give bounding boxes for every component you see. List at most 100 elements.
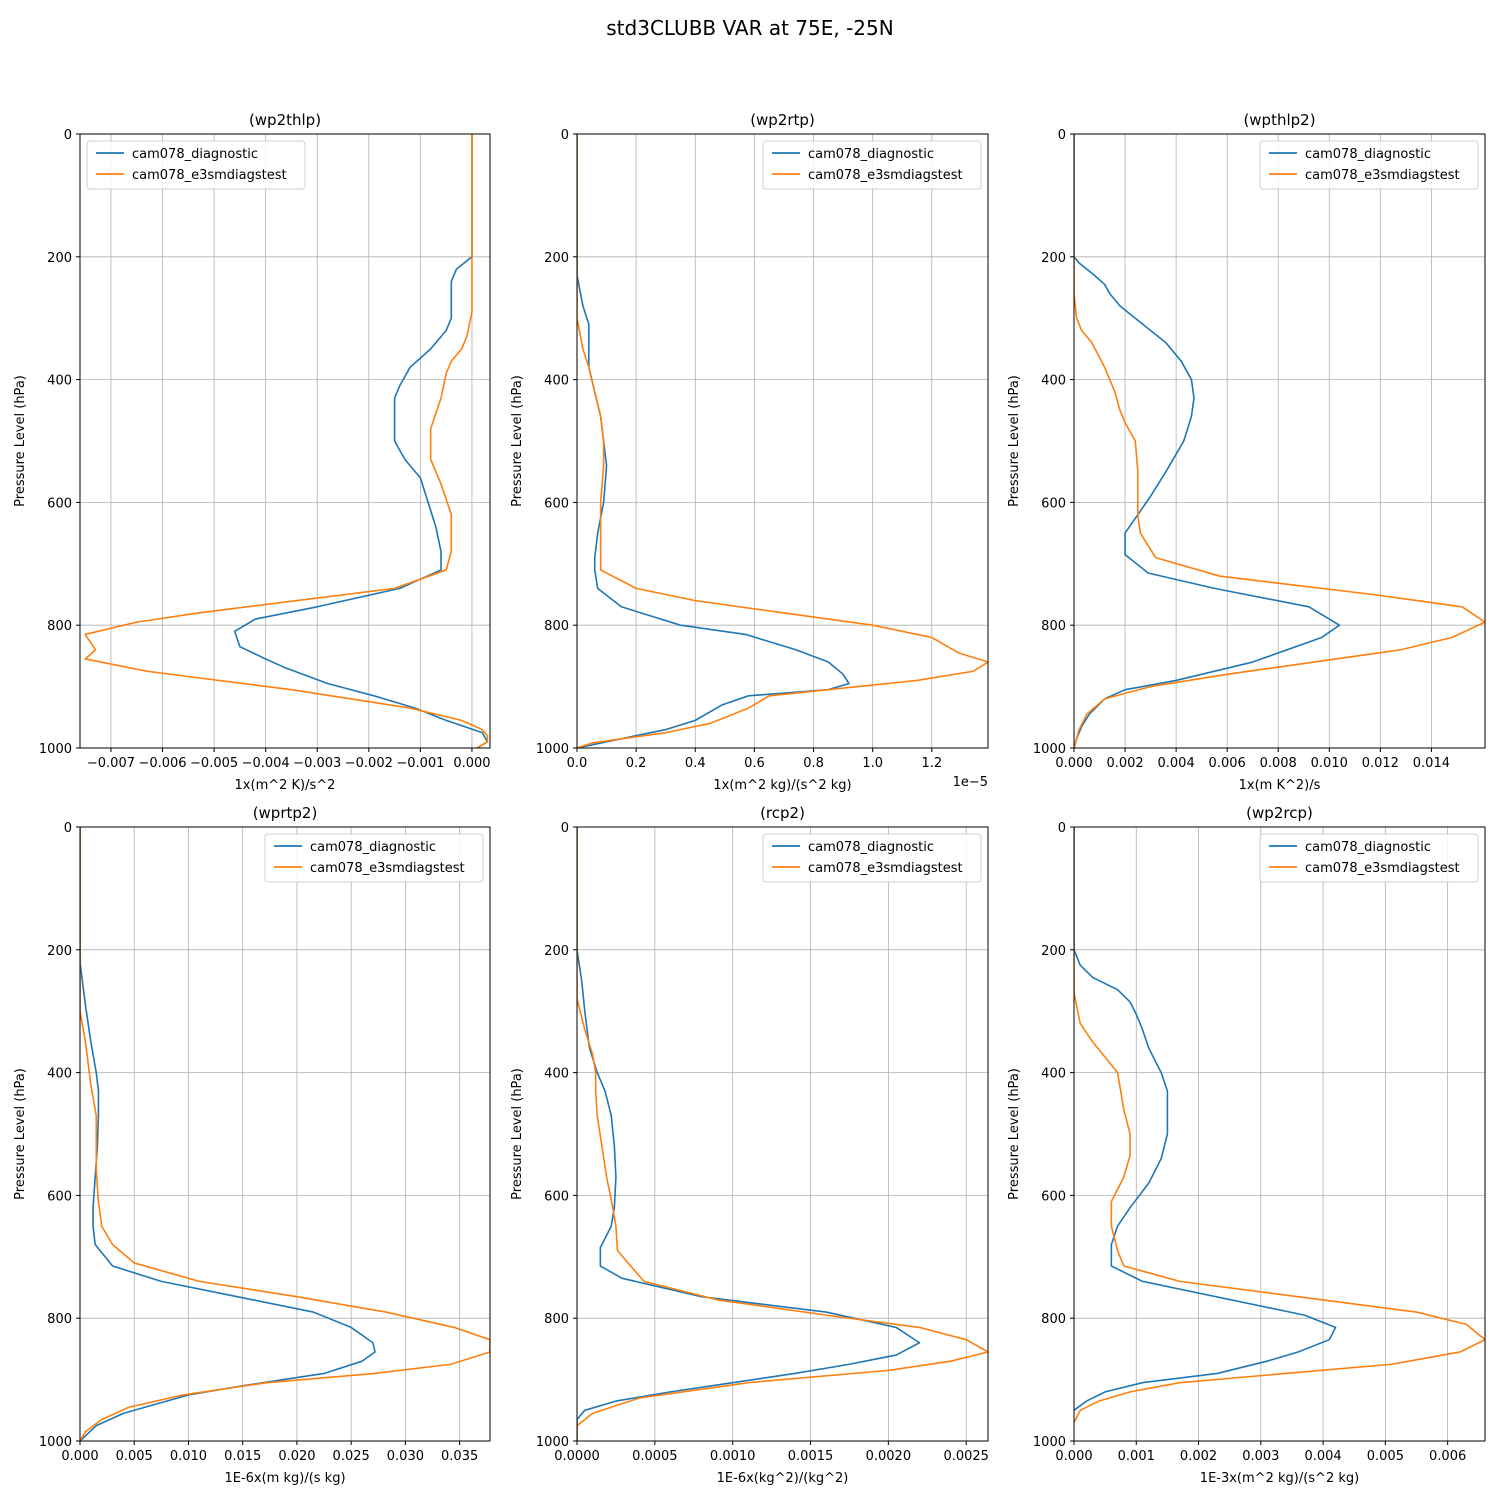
x-tick-label: 0.0025 <box>943 1449 989 1464</box>
x-tick-label: 0.006 <box>1429 1449 1466 1464</box>
x-tick-label: −0.004 <box>242 756 290 771</box>
subplot-title: (wp2rcp) <box>1246 804 1313 822</box>
x-tick-label: 0.6 <box>744 756 765 771</box>
legend-label-2: cam078_e3smdiagstest <box>310 861 465 876</box>
y-tick-label: 200 <box>544 944 569 959</box>
x-tick-label: 1.0 <box>862 756 883 771</box>
y-tick-label: 400 <box>1041 1067 1066 1082</box>
x-tick-label: −0.003 <box>293 756 341 771</box>
x-tick-label: 0.4 <box>685 756 706 771</box>
series-line-2 <box>577 827 988 1441</box>
y-axis-label: Pressure Level (hPa) <box>510 375 525 507</box>
plot-area <box>577 134 988 748</box>
legend: cam078_diagnostic cam078_e3smdiagstest <box>1259 140 1479 190</box>
series-line-2 <box>1074 827 1485 1423</box>
x-tick-label: 0.030 <box>387 1449 424 1464</box>
y-axis-label: Pressure Level (hPa) <box>13 1068 28 1200</box>
legend-label-1: cam078_diagnostic <box>808 147 934 162</box>
y-tick-label: 1000 <box>536 742 569 757</box>
x-tick-label: 0.002 <box>1180 1449 1217 1464</box>
x-tick-label: 0.000 <box>453 756 490 771</box>
plot-frame <box>79 133 491 749</box>
plot-frame <box>576 133 989 749</box>
subplot-title: (wpthlp2) <box>1243 111 1315 129</box>
x-tick-label: −0.002 <box>345 756 393 771</box>
legend-label-1: cam078_diagnostic <box>1305 147 1431 162</box>
x-tick-label: 0.004 <box>1304 1449 1341 1464</box>
y-tick-label: 1000 <box>1033 1435 1066 1450</box>
x-tick-label: 0.006 <box>1209 756 1246 771</box>
y-tick-label: 1000 <box>39 1435 72 1450</box>
subplot-6: 0.000 0.001 0.002 0.003 0.004 0.005 0.006 0 200 4… <box>1007 804 1486 1486</box>
y-axis-label: Pressure Level (hPa) <box>510 1068 525 1200</box>
series-line-2 <box>577 134 988 748</box>
legend-label-1: cam078_diagnostic <box>808 840 934 855</box>
plot-area <box>1074 827 1485 1441</box>
plot-area <box>577 827 988 1441</box>
x-tick-label: 0.010 <box>170 1449 207 1464</box>
y-tick-label: 400 <box>1041 374 1066 389</box>
x-tick-label: −0.001 <box>396 756 444 771</box>
x-tick-label: 0.0015 <box>788 1449 834 1464</box>
y-tick-label: 1000 <box>536 1435 569 1450</box>
y-tick-label: 200 <box>544 251 569 266</box>
legend-box <box>264 833 484 883</box>
legend-box <box>762 833 982 883</box>
x-tick-label: 0.025 <box>333 1449 370 1464</box>
legend-box <box>86 140 306 190</box>
y-tick-label: 0 <box>561 821 569 836</box>
x-axis-label: 1x(m K^2)/s <box>1239 778 1321 793</box>
subplot-title: (wp2thlp) <box>249 111 321 129</box>
y-axis-label: Pressure Level (hPa) <box>1007 1068 1022 1200</box>
y-tick-label: 600 <box>544 1189 569 1204</box>
legend: cam078_diagnostic cam078_e3smdiagstest <box>762 140 982 190</box>
x-tick-label: 0.8 <box>803 756 824 771</box>
x-tick-label: 0.035 <box>441 1449 478 1464</box>
y-tick-label: 400 <box>544 1067 569 1082</box>
series-line-1 <box>1074 134 1341 748</box>
subplot-title: (wprtp2) <box>253 804 318 822</box>
y-tick-label: 600 <box>544 496 569 511</box>
legend-label-1: cam078_diagnostic <box>1305 840 1431 855</box>
y-tick-label: 0 <box>561 128 569 143</box>
series-line-2 <box>80 827 490 1441</box>
x-tick-label: 0.003 <box>1242 1449 1279 1464</box>
y-tick-label: 0 <box>64 128 72 143</box>
y-tick-label: 200 <box>1041 944 1066 959</box>
y-axis-label: Pressure Level (hPa) <box>13 375 28 507</box>
x-tick-label: 0.0000 <box>554 1449 600 1464</box>
y-tick-label: 800 <box>1041 1312 1066 1327</box>
plot-area <box>80 827 490 1441</box>
x-tick-label: 0.005 <box>116 1449 153 1464</box>
y-tick-label: 800 <box>47 1312 72 1327</box>
subplot-4: 0.000 0.005 0.010 0.015 0.020 0.025 0.030 0.035… <box>13 804 491 1486</box>
series-line-2 <box>1074 134 1485 748</box>
subplot-title: (rcp2) <box>760 804 805 822</box>
x-tick-label: −0.007 <box>87 756 135 771</box>
y-tick-label: 1000 <box>39 742 72 757</box>
legend-box <box>1259 140 1479 190</box>
y-tick-label: 600 <box>1041 496 1066 511</box>
x-axis-label: 1x(m^2 K)/s^2 <box>235 778 336 793</box>
subplot-1: −0.007 −0.006 −0.005 −0.004 −0.003 −0.002 −0.0… <box>13 111 491 793</box>
x-offset-text: 1e−5 <box>953 775 988 790</box>
x-tick-label: 0.004 <box>1158 756 1195 771</box>
x-axis-label: 1E-6x(kg^2)/(kg^2) <box>717 1471 849 1486</box>
legend-label-2: cam078_e3smdiagstest <box>1305 168 1460 183</box>
y-tick-label: 800 <box>47 619 72 634</box>
y-tick-label: 400 <box>544 374 569 389</box>
x-tick-label: 1.2 <box>921 756 942 771</box>
legend-label-2: cam078_e3smdiagstest <box>808 168 963 183</box>
x-axis-label: 1E-3x(m^2 kg)/(s^2 kg) <box>1200 1471 1359 1486</box>
y-tick-label: 0 <box>1058 128 1066 143</box>
x-tick-label: 0.008 <box>1260 756 1297 771</box>
x-tick-label: −0.005 <box>190 756 238 771</box>
x-axis-label: 1E-6x(m kg)/(s kg) <box>224 1471 345 1486</box>
legend-label-1: cam078_diagnostic <box>310 840 436 855</box>
figure-suptitle: std3CLUBB VAR at 75E, -25N <box>606 16 894 40</box>
legend: cam078_diagnostic cam078_e3smdiagstest <box>264 833 484 883</box>
y-tick-label: 800 <box>1041 619 1066 634</box>
plot-frame <box>79 826 491 1442</box>
legend-box <box>762 140 982 190</box>
